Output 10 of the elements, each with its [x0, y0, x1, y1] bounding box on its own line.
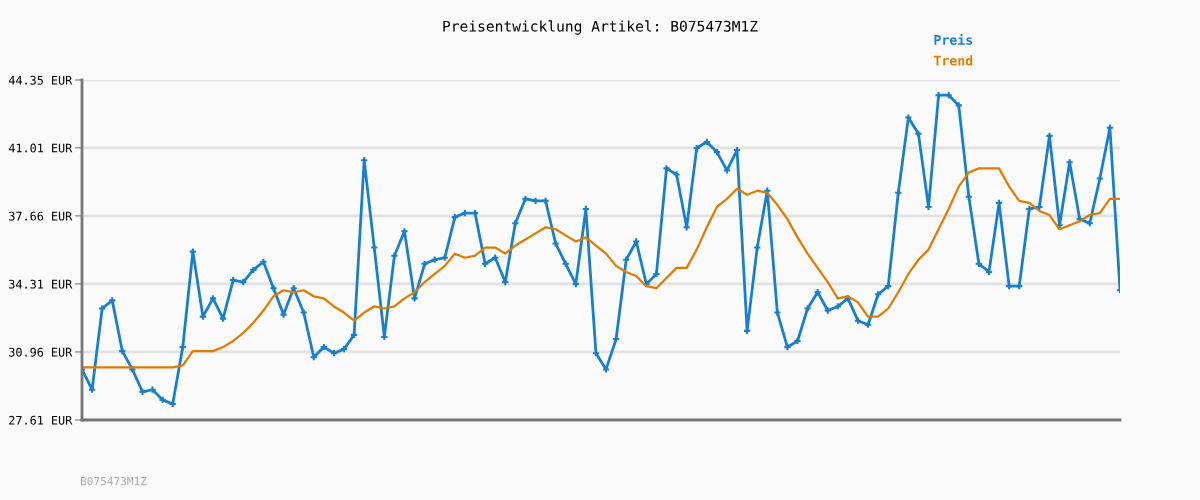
- y-tick-label: 27.61 EUR: [9, 415, 73, 425]
- text: Trend: [934, 55, 973, 66]
- text: B075473M1Z: [80, 476, 147, 486]
- y-tick-label: 44.35 EUR: [8, 75, 73, 85]
- y-tick-label: 30.96 EUR: [9, 347, 73, 357]
- y-tick-label: 34.31 EUR: [9, 279, 73, 289]
- chart-title: Preisentwicklung Artikel: B075473M1Z: [443, 20, 758, 35]
- text: Preis: [934, 33, 973, 45]
- y-tick-label: 37.66 EUR: [9, 211, 73, 221]
- y-tick-label: 41.01 EUR: [8, 143, 73, 153]
